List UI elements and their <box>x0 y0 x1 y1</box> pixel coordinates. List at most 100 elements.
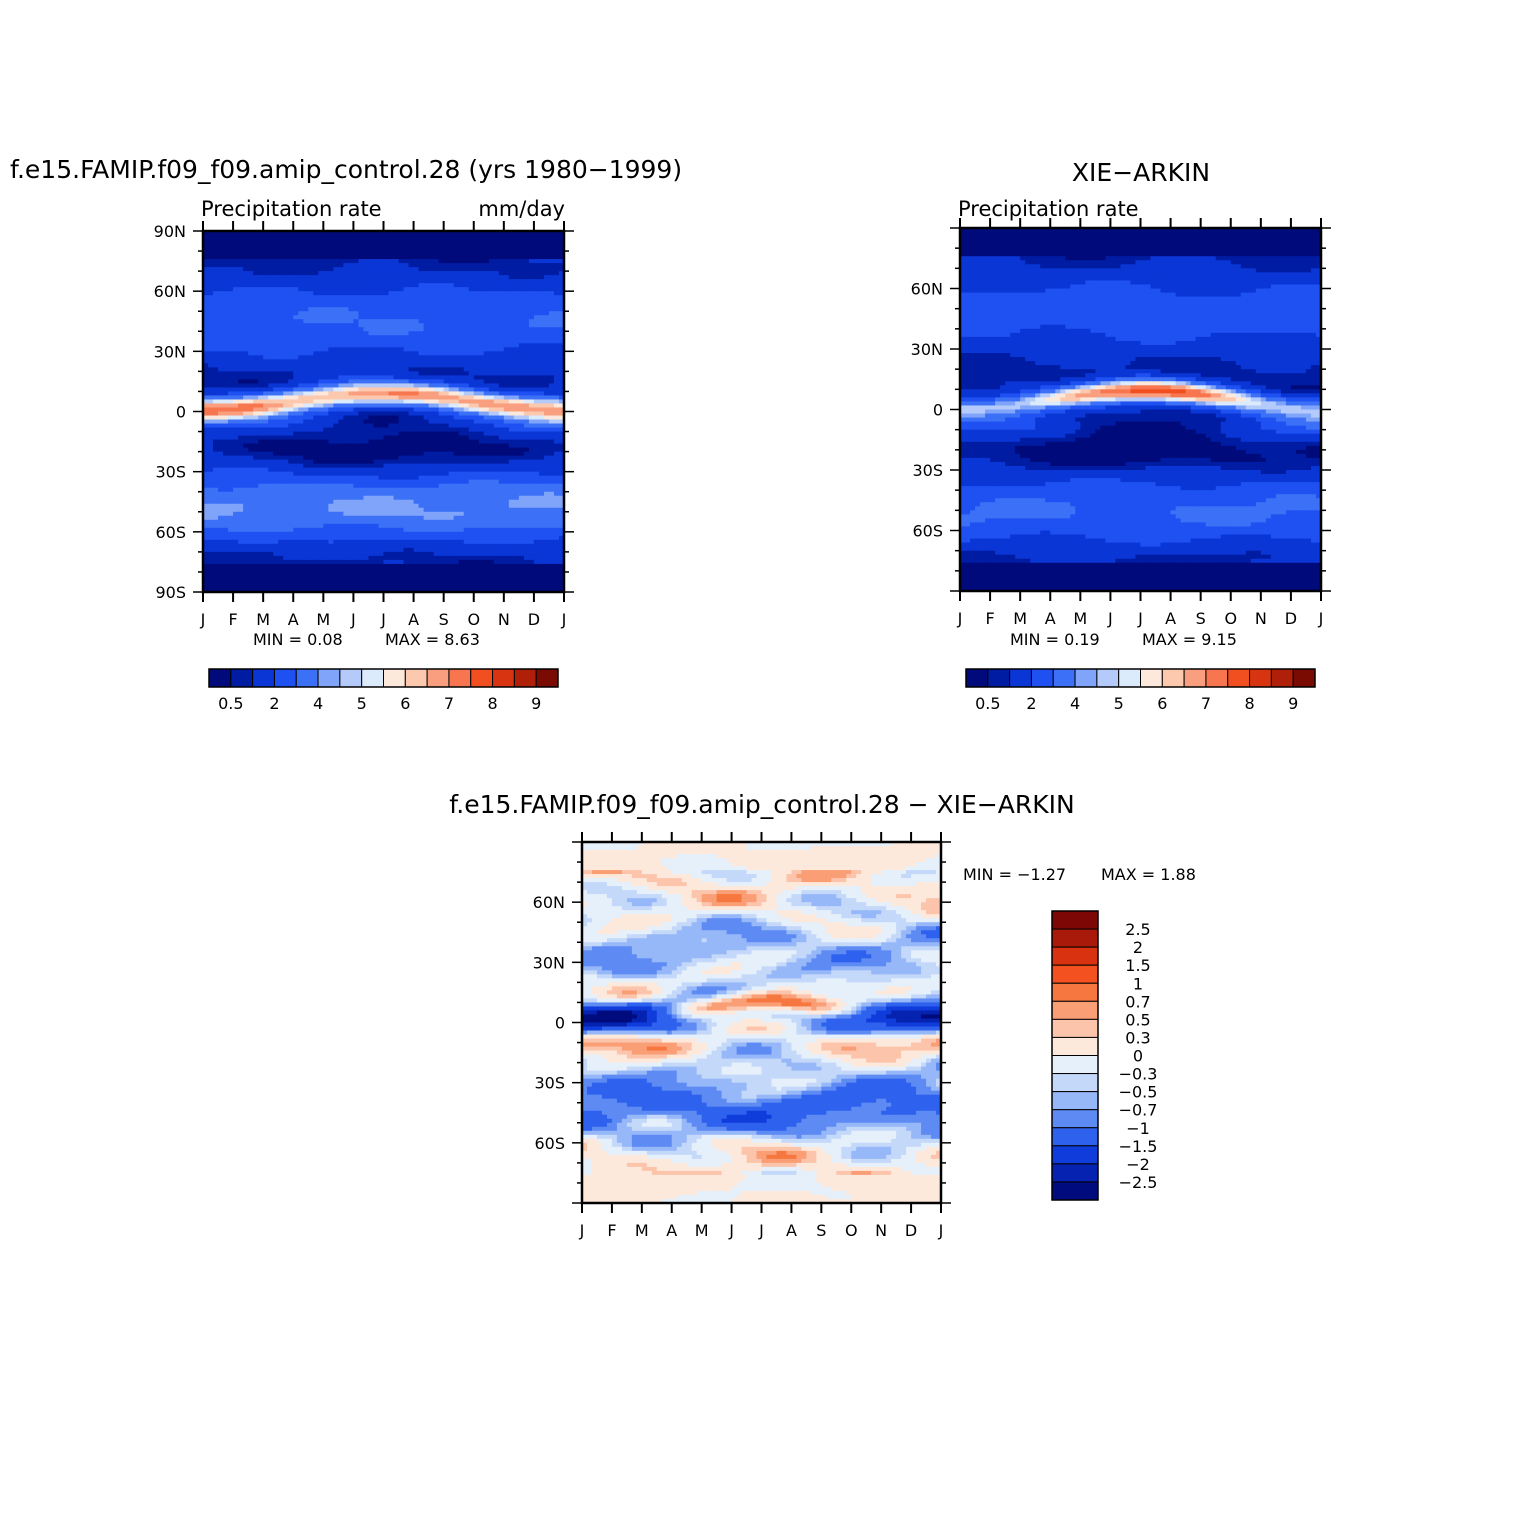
model-contour-cell <box>398 427 405 433</box>
model-contour-cell <box>473 279 480 284</box>
model-contour-cell <box>208 383 214 389</box>
model-contour-cell <box>543 243 550 248</box>
model-contour-cell <box>468 415 475 421</box>
model-contour-cell <box>423 499 430 505</box>
model-contour-cell <box>378 463 385 469</box>
model-contour-cell <box>358 387 365 393</box>
model-contour-cell <box>523 499 530 505</box>
model-contour-cell <box>373 355 380 360</box>
model-contour-cell <box>238 471 244 477</box>
model-contour-cell <box>253 339 259 344</box>
model-contour-cell <box>488 395 495 401</box>
model-contour-cell <box>303 307 309 312</box>
model-contour-cell <box>263 391 269 397</box>
model-contour-cell <box>343 355 349 360</box>
model-contour-cell <box>528 435 535 441</box>
model-contour-cell <box>468 279 475 284</box>
model-contour-cell <box>553 467 560 473</box>
model-contour-cell <box>293 287 299 292</box>
model-contour-cell <box>433 331 440 336</box>
model-contour-cell <box>253 267 259 272</box>
model-contour-cell <box>323 439 329 445</box>
model-contour-cell <box>548 295 555 300</box>
model-contour-cell <box>393 255 400 260</box>
model-contour-cell <box>293 375 299 381</box>
model-contour-cell <box>558 307 565 312</box>
model-contour-cell <box>468 271 475 276</box>
model-contour-cell <box>383 399 390 405</box>
model-contour-cell <box>288 391 294 397</box>
model-contour-cell <box>338 431 344 437</box>
model-contour-cell <box>223 411 229 417</box>
model-contour-cell <box>558 371 565 376</box>
model-contour-cell <box>548 319 555 324</box>
model-contour-cell <box>508 263 515 268</box>
model-contour-cell <box>478 495 485 501</box>
model-contour-cell <box>328 403 334 409</box>
model-contour-cell <box>518 279 525 284</box>
model-contour-cell <box>393 503 400 509</box>
model-contour-cell <box>373 459 380 465</box>
model-contour-cell <box>558 467 565 473</box>
model-contour-cell <box>233 327 239 332</box>
model-contour-cell <box>473 267 480 272</box>
model-contour-cell <box>263 351 269 356</box>
model-contour-cell <box>443 295 450 300</box>
model-contour-cell <box>293 475 299 481</box>
model-contour-cell <box>553 339 560 344</box>
model-contour-cell <box>373 243 380 248</box>
model-contour-cell <box>443 487 450 493</box>
model-contour-cell <box>343 383 349 389</box>
model-contour-cell <box>428 503 435 509</box>
model-contour-cell <box>228 259 234 264</box>
model-contour-cell <box>248 279 254 284</box>
model-contour-cell <box>353 255 360 260</box>
model-contour-cell <box>263 487 269 493</box>
model-contour-cell <box>238 483 244 489</box>
model-contour-cell <box>413 335 420 340</box>
model-contour-cell <box>373 375 380 381</box>
model-contour-cell <box>378 271 385 276</box>
model-contour-cell <box>453 475 460 481</box>
model-contour-cell <box>333 323 339 328</box>
model-contour-cell <box>208 355 214 360</box>
model-contour-cell <box>313 479 319 485</box>
model-contour-cell <box>243 495 249 501</box>
model-contour-cell <box>403 495 410 501</box>
model-contour-cell <box>298 251 304 256</box>
model-contour-cell <box>238 359 244 364</box>
model-contour-cell <box>328 495 334 501</box>
model-contour-cell <box>528 315 535 320</box>
model-contour-cell <box>223 315 229 320</box>
model-contour-cell <box>498 351 505 356</box>
model-contour-cell <box>448 311 455 316</box>
model-contour-cell <box>468 483 475 489</box>
model-contour-cell <box>408 451 415 457</box>
model-contour-cell <box>243 299 249 304</box>
model-contour-cell <box>498 271 505 276</box>
model-contour-cell <box>488 355 495 360</box>
model-contour-cell <box>383 475 390 481</box>
model-contour-cell <box>243 455 249 461</box>
model-contour-cell <box>323 283 329 288</box>
model-contour-cell <box>228 483 234 489</box>
model-contour-cell <box>218 423 224 429</box>
model-contour-cell <box>393 387 400 393</box>
model-contour-cell <box>363 251 370 256</box>
model-contour-cell <box>333 331 339 336</box>
model-contour-cell <box>333 379 339 385</box>
model-contour-cell <box>343 491 349 497</box>
model-contour-cell <box>358 239 365 244</box>
model-contour-cell <box>418 287 425 292</box>
model-contour-cell <box>558 447 565 453</box>
model-contour-cell <box>518 487 525 493</box>
model-contour-cell <box>533 335 540 340</box>
model-contour-cell <box>328 311 334 316</box>
model-contour-cell <box>418 499 425 505</box>
model-contour-cell <box>383 351 390 356</box>
model-contour-cell <box>318 303 324 308</box>
model-contour-cell <box>538 343 545 348</box>
model-contour-cell <box>408 471 415 477</box>
model-contour-cell <box>483 463 490 469</box>
model-contour-cell <box>218 279 224 284</box>
